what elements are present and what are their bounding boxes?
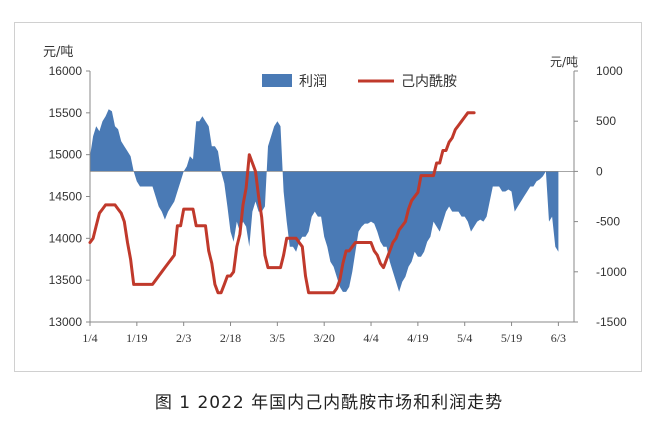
x-tick-label: 2/18 <box>220 331 241 345</box>
x-tick-label: 6/3 <box>551 331 566 345</box>
x-tick-label: 3/5 <box>270 331 285 345</box>
axes <box>86 70 578 326</box>
right-tick-label: 1000 <box>596 64 623 78</box>
x-tick-label: 4/19 <box>407 331 428 345</box>
chart-frame: 13000 13500 14000 14500 15000 15500 16000 -1500… <box>14 22 642 372</box>
x-tick-label: 1/19 <box>126 331 147 345</box>
price-line <box>88 111 476 295</box>
x-tick-label: 5/4 <box>457 331 472 345</box>
chart: 13000 13500 14000 14500 15000 15500 16000 -1500… <box>43 45 627 345</box>
legend-label-profit: 利润 <box>299 74 327 90</box>
profit-area-group <box>90 109 559 292</box>
figure-caption: 图 1 2022 年国内己内酰胺市场和利润走势 <box>154 393 504 413</box>
left-tick-label: 14500 <box>49 190 83 204</box>
right-tick-label: -1500 <box>596 315 627 329</box>
legend-label-price: 己内酰胺 <box>401 74 457 90</box>
left-axis-unit: 元/吨 <box>43 45 73 60</box>
profit-area <box>90 109 559 292</box>
legend-swatch-profit <box>262 74 292 87</box>
right-tick-label: -1000 <box>596 265 627 279</box>
x-tick-label: 3/20 <box>314 331 335 345</box>
left-tick-label: 14000 <box>49 231 83 245</box>
left-tick-label: 15500 <box>49 106 83 120</box>
left-tick-label: 15000 <box>49 148 83 162</box>
x-tick-label: 4/4 <box>363 331 378 345</box>
left-tick-label: 16000 <box>49 64 83 78</box>
left-tick-label: 13500 <box>49 273 83 287</box>
right-tick-label: 500 <box>596 114 616 128</box>
right-tick-label: 0 <box>596 164 603 178</box>
left-tick-label: 13000 <box>49 315 83 329</box>
right-tick-label: -500 <box>596 215 620 229</box>
price-line-group <box>88 111 476 295</box>
x-tick-label: 2/3 <box>176 331 191 345</box>
labels: 13000 13500 14000 14500 15000 15500 16000 -1500… <box>43 45 627 345</box>
right-axis-unit: 元/吨 <box>550 55 578 69</box>
x-tick-label: 5/19 <box>501 331 522 345</box>
x-tick-label: 1/4 <box>82 331 97 345</box>
